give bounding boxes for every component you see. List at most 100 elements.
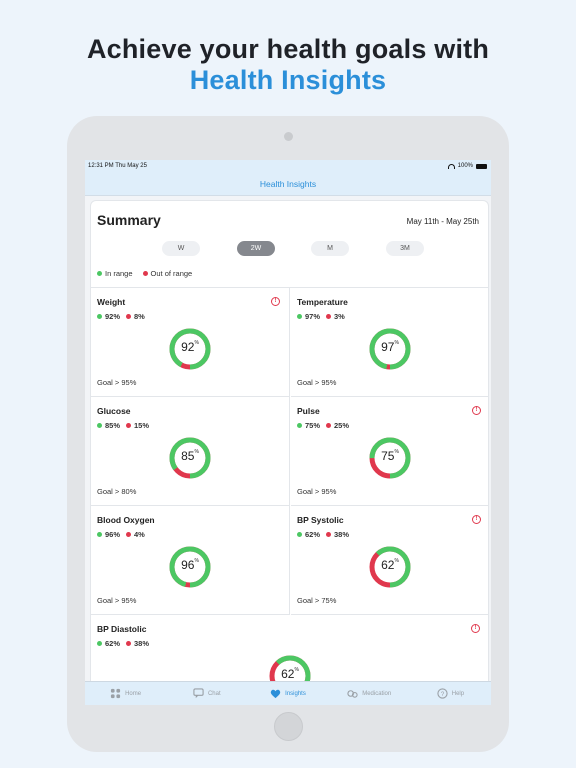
- green-dot-icon: [97, 271, 102, 276]
- home-icon: [110, 688, 121, 699]
- in-range-stat: 96%: [97, 530, 120, 539]
- tab-chat[interactable]: Chat: [166, 682, 247, 705]
- metric-tile-temperature[interactable]: Temperature 97% 3% 97% Goal > 95%: [291, 288, 488, 397]
- tab-label: Chat: [207, 690, 221, 697]
- red-dot-icon: [326, 532, 332, 537]
- metric-goal: Goal > 75%: [297, 596, 337, 605]
- metric-name: Weight: [97, 297, 126, 307]
- donut-chart: 62%: [267, 653, 313, 689]
- out-range-stat: 3%: [326, 312, 345, 321]
- date-range: May 11th - May 25th: [406, 217, 479, 226]
- donut-chart: 85%: [167, 435, 213, 481]
- tab-label: Medication: [362, 690, 392, 697]
- home-hardware-button[interactable]: [274, 712, 303, 741]
- tab-medication[interactable]: Medication: [329, 682, 410, 705]
- warning-icon[interactable]: !: [471, 624, 480, 633]
- battery-percent: 100%: [457, 163, 473, 169]
- metric-tile-pulse[interactable]: Pulse 75% 25% ! 75% Goal > 95%: [291, 397, 488, 506]
- donut-chart: 75%: [367, 435, 413, 481]
- warning-icon[interactable]: !: [271, 297, 280, 306]
- donut-value: 75%: [381, 449, 399, 463]
- metric-stats: 92% 8%: [97, 312, 145, 321]
- in-range-stat: 97%: [297, 312, 320, 321]
- status-time: 12:31 PM Thu May 25: [88, 163, 147, 169]
- metric-name: Temperature: [297, 297, 348, 307]
- period-3m[interactable]: 3M: [386, 241, 424, 256]
- donut-svg: [169, 328, 211, 370]
- metric-tile-bp-systolic[interactable]: BP Systolic 62% 38% ! 62% Goal > 75%: [291, 506, 488, 615]
- green-dot-icon: [97, 423, 102, 428]
- donut-chart: 96%: [167, 544, 213, 590]
- red-dot-icon: [126, 641, 132, 646]
- help-icon: ?: [437, 688, 448, 699]
- donut-svg: [369, 437, 411, 479]
- tab-label: Home: [125, 690, 142, 697]
- summary-title: Summary: [97, 212, 161, 228]
- in-range-stat: 75%: [297, 421, 320, 430]
- summary-card: Summary May 11th - May 25th W 2W M 3M In…: [90, 200, 489, 690]
- tab-bar: Home Chat Insights Medication? Help: [85, 681, 491, 705]
- battery-icon: [476, 163, 487, 169]
- metric-goal: Goal > 80%: [97, 487, 137, 496]
- metric-stats: 75% 25%: [297, 421, 349, 430]
- red-dot-icon: [126, 532, 132, 537]
- metric-name: Pulse: [297, 406, 320, 416]
- green-dot-icon: [97, 532, 102, 537]
- metric-name: Glucose: [97, 406, 131, 416]
- tab-help[interactable]: ? Help: [410, 682, 491, 705]
- red-dot-icon: [126, 314, 132, 319]
- pill-icon: [347, 688, 358, 699]
- donut-chart: 62%: [367, 544, 413, 590]
- donut-svg: [169, 437, 211, 479]
- legend: In range Out of range: [97, 269, 192, 278]
- metric-tile-weight[interactable]: Weight 92% 8% ! 92% Goal > 95%: [91, 288, 290, 397]
- donut-svg: [369, 546, 411, 588]
- out-range-stat: 15%: [126, 421, 149, 430]
- out-range-stat: 38%: [326, 530, 349, 539]
- green-dot-icon: [97, 641, 102, 646]
- green-dot-icon: [297, 423, 302, 428]
- in-range-arc: [169, 546, 211, 588]
- metric-tile-bp-diastolic[interactable]: BP Diastolic 62% 38% ! 62%: [91, 615, 488, 689]
- metric-stats: 96% 4%: [97, 530, 145, 539]
- camera-icon: [284, 132, 293, 141]
- warning-icon[interactable]: !: [472, 515, 481, 524]
- nav-bar: Health Insights: [85, 172, 491, 196]
- metric-name: BP Systolic: [297, 515, 344, 525]
- warning-icon[interactable]: !: [472, 406, 481, 415]
- donut-value: 62%: [281, 667, 299, 681]
- green-dot-icon: [97, 314, 102, 319]
- in-range-arc: [169, 328, 211, 370]
- metric-tile-blood-oxygen[interactable]: Blood Oxygen 96% 4% 96% Goal > 95%: [91, 506, 290, 615]
- metric-stats: 62% 38%: [297, 530, 349, 539]
- donut-value: 62%: [381, 558, 399, 572]
- metric-goal: Goal > 95%: [297, 378, 337, 387]
- heart-icon: [270, 688, 281, 699]
- period-w[interactable]: W: [162, 241, 200, 256]
- in-range-stat: 62%: [297, 530, 320, 539]
- tab-home[interactable]: Home: [85, 682, 166, 705]
- chat-icon: [193, 688, 204, 699]
- legend-in-range: In range: [97, 269, 133, 278]
- tab-insights[interactable]: Insights: [247, 682, 328, 705]
- in-range-stat: 92%: [97, 312, 120, 321]
- metric-goal: Goal > 95%: [297, 487, 337, 496]
- period-m[interactable]: M: [311, 241, 349, 256]
- metrics-grid: Weight 92% 8% ! 92% Goal > 95% Temperatu…: [91, 287, 488, 689]
- headline-line-1: Achieve your health goals with: [86, 34, 490, 64]
- period-2w[interactable]: 2W: [237, 241, 275, 256]
- wifi-icon: [447, 163, 455, 169]
- in-range-arc: [369, 437, 411, 479]
- metric-stats: 62% 38%: [97, 639, 149, 648]
- in-range-arc: [369, 328, 411, 370]
- metric-stats: 85% 15%: [97, 421, 149, 430]
- tab-label: Help: [451, 690, 465, 697]
- metric-goal: Goal > 95%: [97, 596, 137, 605]
- metric-tile-glucose[interactable]: Glucose 85% 15% 85% Goal > 80%: [91, 397, 290, 506]
- donut-svg: [269, 655, 311, 689]
- donut-chart: 97%: [367, 326, 413, 372]
- in-range-arc: [269, 655, 311, 689]
- donut-value: 92%: [181, 340, 199, 354]
- tab-label: Insights: [285, 690, 306, 697]
- donut-svg: [169, 546, 211, 588]
